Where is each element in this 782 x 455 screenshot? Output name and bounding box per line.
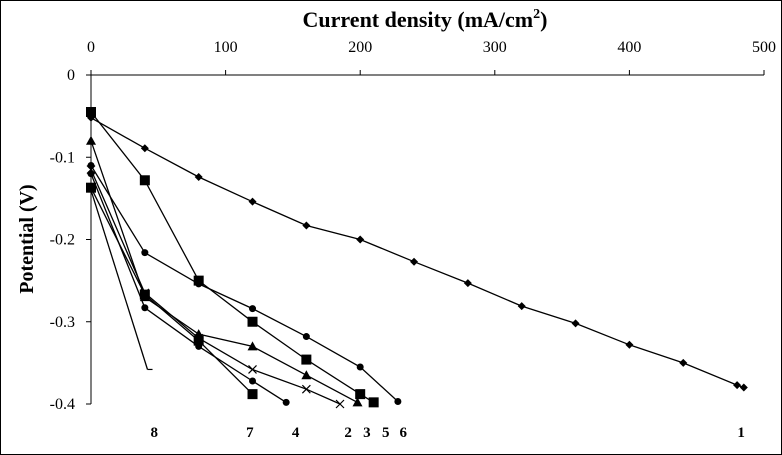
data-point xyxy=(352,397,363,407)
series-label: 6 xyxy=(400,425,408,441)
series-line xyxy=(90,165,399,402)
series-8 xyxy=(90,189,153,371)
x-tick-label: 300 xyxy=(483,39,507,56)
data-point xyxy=(302,221,311,230)
data-point xyxy=(302,333,310,341)
series-line xyxy=(90,187,253,395)
data-point xyxy=(739,383,748,392)
data-point xyxy=(193,275,204,286)
series-6 xyxy=(87,170,290,406)
data-point xyxy=(733,381,742,390)
x-tick-label: 0 xyxy=(87,39,95,56)
data-point xyxy=(247,341,258,351)
y-tick-label: 0 xyxy=(67,67,75,84)
series-5 xyxy=(86,165,345,409)
series-label: 1 xyxy=(737,425,745,441)
x-axis-title-superscript: 2 xyxy=(533,7,540,22)
series-1 xyxy=(87,113,748,392)
series-line xyxy=(90,173,287,403)
data-point xyxy=(335,399,345,409)
data-point xyxy=(141,249,149,257)
series-line xyxy=(90,111,375,403)
data-point xyxy=(679,358,688,367)
data-point xyxy=(301,354,312,365)
series-3 xyxy=(86,107,379,408)
data-point xyxy=(194,172,203,181)
data-point xyxy=(86,182,96,193)
data-point xyxy=(356,363,364,371)
series-2 xyxy=(87,161,402,406)
data-point xyxy=(282,398,290,406)
series-label: 3 xyxy=(363,425,371,441)
series-label: 4 xyxy=(292,425,300,441)
series-line xyxy=(90,190,149,370)
data-point xyxy=(301,370,312,380)
x-axis-title: Current density (mA/cm2) xyxy=(303,7,548,32)
data-point xyxy=(86,107,96,118)
data-point xyxy=(517,302,526,311)
series-label: 7 xyxy=(246,425,254,441)
y-axis-title: Potential (V) xyxy=(16,184,38,293)
axes: 0 100 200 300 400 500 0 -0.1 -0.2 -0.3 -0.4 xyxy=(50,39,776,413)
data-point xyxy=(248,365,257,374)
data-point xyxy=(249,377,257,385)
data-point xyxy=(139,289,150,300)
data-point xyxy=(368,397,379,408)
data-point xyxy=(355,389,366,400)
x-tick-label: 200 xyxy=(348,39,372,56)
data-point xyxy=(247,316,258,327)
data-point xyxy=(87,170,95,178)
data-point xyxy=(356,235,365,244)
x-tick-label: 400 xyxy=(617,39,641,56)
data-point xyxy=(301,384,311,394)
series-label: 5 xyxy=(382,425,390,441)
y-tick-label: -0.1 xyxy=(50,149,75,166)
series-group xyxy=(86,107,748,409)
data-point xyxy=(86,135,96,145)
y-tick-label: -0.3 xyxy=(50,314,75,331)
data-point xyxy=(193,335,204,346)
data-point xyxy=(247,389,258,400)
x-axis-title-main: Current density (mA/cm xyxy=(303,7,534,32)
y-tick-label: -0.2 xyxy=(50,232,75,249)
series-7 xyxy=(86,182,258,400)
x-tick-label: 100 xyxy=(214,39,238,56)
series-line xyxy=(90,169,341,405)
data-point xyxy=(139,175,150,186)
data-point xyxy=(571,319,580,328)
series-line xyxy=(90,117,745,389)
data-point xyxy=(394,398,402,406)
series-label: 8 xyxy=(151,425,159,441)
series-label: 2 xyxy=(344,425,352,441)
data-point xyxy=(248,197,257,206)
data-point xyxy=(249,305,257,313)
data-point xyxy=(625,340,634,349)
data-point xyxy=(140,144,149,153)
x-axis-title-suffix: ) xyxy=(540,7,547,32)
data-point xyxy=(410,257,419,266)
x-tick-label: 500 xyxy=(752,39,776,56)
data-point xyxy=(463,279,472,288)
y-tick-label: -0.4 xyxy=(50,396,75,413)
data-point xyxy=(141,304,149,312)
